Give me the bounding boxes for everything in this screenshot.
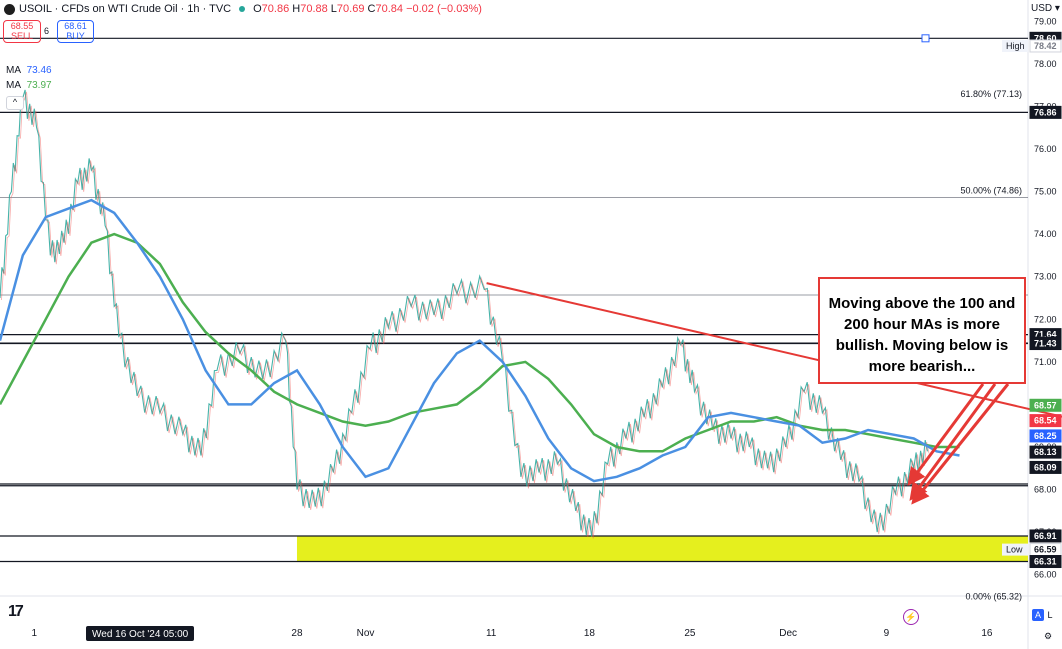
price-label-box xyxy=(1029,460,1062,474)
y-tick-label: 75.00 xyxy=(1034,187,1057,197)
fib-level-label: 50.00% (74.86) xyxy=(960,186,1022,196)
price-label: 66.31 xyxy=(1034,557,1057,567)
indicator-ma-200[interactable]: MA 73.97 xyxy=(6,80,52,91)
chart-header: USOIL · CFDs on WTI Crude Oil · 1h · TVC… xyxy=(4,3,482,15)
x-tick-label: 11 xyxy=(486,628,497,639)
annotation-box: Moving above the 100 and 200 hour MAs is… xyxy=(818,277,1026,384)
log-scale-button[interactable]: L xyxy=(1047,610,1053,620)
y-tick-label: 66.00 xyxy=(1034,570,1057,580)
ohlc-readout: O70.86 H70.88 L70.69 C70.84 −0.02 (−0.03… xyxy=(253,3,482,15)
x-tick-label: 25 xyxy=(684,628,696,639)
annotation-arrow xyxy=(909,383,997,501)
price-label-box xyxy=(1029,529,1062,543)
y-tick-label: 68.00 xyxy=(1034,485,1057,495)
y-tick-label: 79.00 xyxy=(1034,16,1057,26)
x-tick-label: 9 xyxy=(884,628,890,639)
y-tick-label: 78.00 xyxy=(1034,59,1057,69)
y-tick-label: 71.00 xyxy=(1034,357,1057,367)
market-status-icon xyxy=(239,6,246,12)
price-label: 76.86 xyxy=(1034,107,1057,117)
price-label: 68.09 xyxy=(1034,462,1057,472)
fib-level-label: 61.80% (77.13) xyxy=(960,89,1022,99)
price-label-box xyxy=(1029,414,1062,428)
lightning-icon[interactable]: ⚡ xyxy=(903,609,919,625)
price-label-box xyxy=(1029,555,1062,569)
collapse-indicators-icon[interactable]: ^ xyxy=(6,96,24,110)
currency-selector[interactable]: USD ▾ xyxy=(1031,3,1060,14)
price-candles xyxy=(0,89,929,537)
price-label: 68.54 xyxy=(1034,416,1057,426)
trend-line xyxy=(486,282,1062,418)
x-tick-label: 1 xyxy=(31,628,37,639)
y-tick-label: 74.00 xyxy=(1034,229,1057,239)
fib-level-label: 0.00% (65.32) xyxy=(965,592,1022,602)
spread-value: 6 xyxy=(44,26,50,36)
time-tooltip: Wed 16 Oct '24 05:00 xyxy=(92,629,189,640)
y-tick-label: 72.00 xyxy=(1034,314,1057,324)
price-label-box xyxy=(1029,39,1062,53)
range-label: High xyxy=(1006,41,1025,51)
line-anchor-handle xyxy=(921,34,930,43)
x-tick-label: 28 xyxy=(291,628,303,639)
x-tick-label: Dec xyxy=(779,628,797,639)
auto-scale-button[interactable]: A xyxy=(1032,609,1044,621)
time-tooltip-box xyxy=(86,626,194,641)
settings-gear-icon[interactable]: ⚙ xyxy=(1043,631,1053,641)
change-value: −0.02 (−0.03%) xyxy=(406,3,482,15)
price-label: 66.59 xyxy=(1034,545,1057,555)
y-tick-label: 73.00 xyxy=(1034,272,1057,282)
range-label: Low xyxy=(1006,545,1023,555)
price-label: 68.57 xyxy=(1034,400,1057,410)
price-label-box xyxy=(1029,429,1062,443)
price-label-box xyxy=(1029,445,1062,459)
indicator-ma-100[interactable]: MA 73.46 xyxy=(6,65,52,76)
tradingview-logo-icon: 17 xyxy=(8,603,24,620)
price-label: 78.60 xyxy=(1034,33,1057,43)
price-label-box xyxy=(1029,398,1062,412)
ma-100-line xyxy=(0,198,960,483)
x-tick-label: Nov xyxy=(357,628,375,639)
price-label-box xyxy=(1029,105,1062,119)
support-zone xyxy=(296,535,1028,562)
price-label: 71.43 xyxy=(1034,339,1057,349)
range-label-box xyxy=(1002,543,1028,556)
price-label: 66.91 xyxy=(1034,531,1057,541)
price-label: 68.25 xyxy=(1034,431,1057,441)
price-candles-down xyxy=(1,91,930,539)
annotation-arrow xyxy=(907,383,985,486)
price-label: 71.64 xyxy=(1034,330,1057,340)
x-tick-label: 18 xyxy=(584,628,596,639)
price-label-box xyxy=(1029,337,1062,351)
price-label: 68.13 xyxy=(1034,447,1057,457)
y-tick-label: 76.00 xyxy=(1034,144,1057,154)
x-tick-label: 16 xyxy=(981,628,993,639)
symbol-logo-icon xyxy=(4,3,15,15)
price-label: 78.42 xyxy=(1034,41,1057,51)
range-label-box xyxy=(1002,39,1028,52)
buy-button[interactable]: 68.61 BUY xyxy=(57,20,94,43)
sell-button[interactable]: 68.55 SELL xyxy=(3,20,41,43)
annotation-arrow xyxy=(911,383,1010,505)
symbol-title[interactable]: USOIL · CFDs on WTI Crude Oil · 1h · TVC xyxy=(19,3,232,15)
